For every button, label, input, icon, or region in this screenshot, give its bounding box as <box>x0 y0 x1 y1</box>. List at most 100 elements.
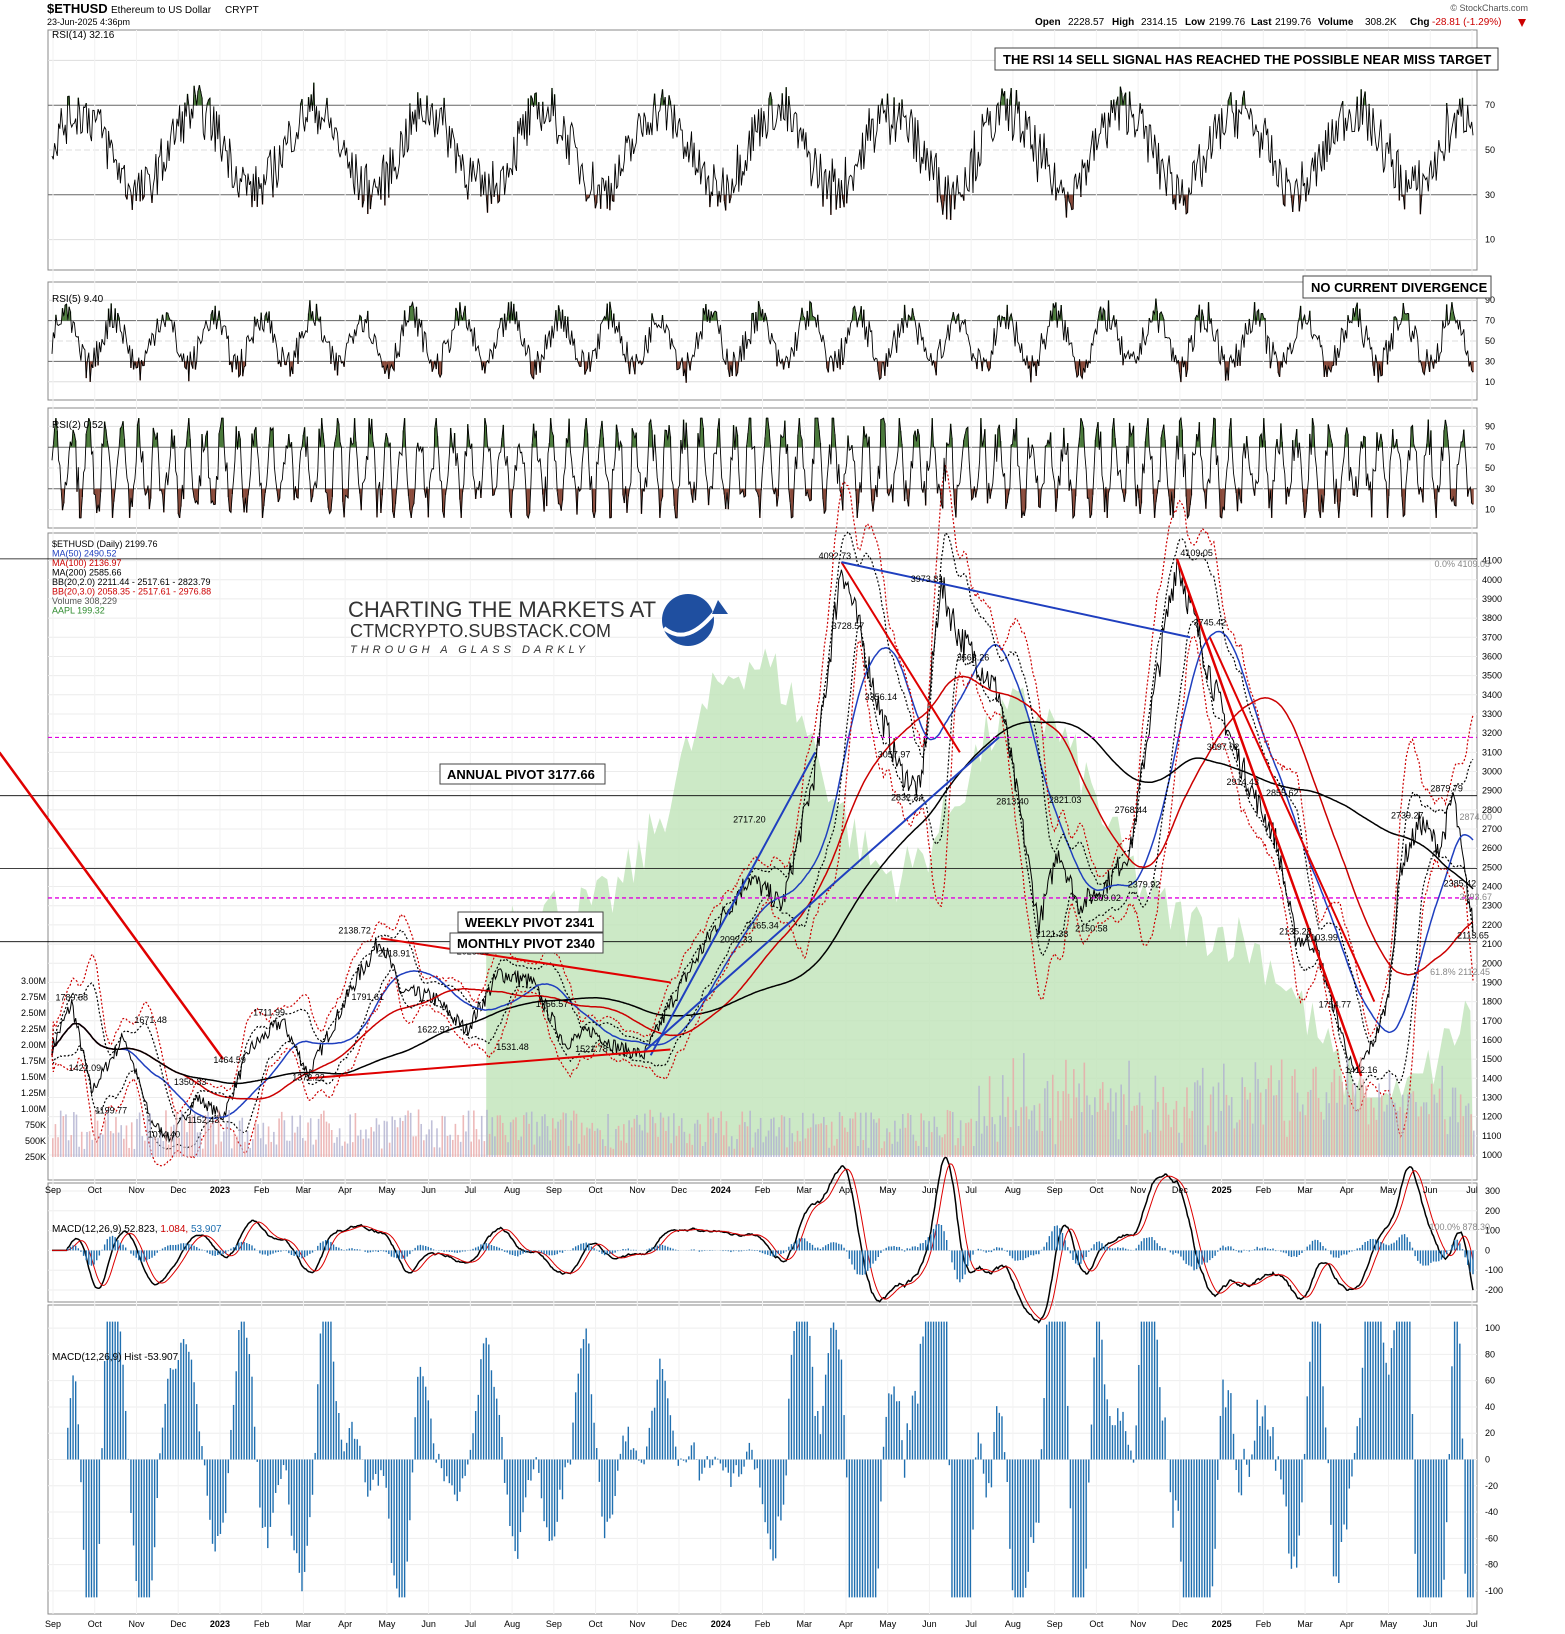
volume-bar <box>254 1121 257 1157</box>
volume-bar <box>230 1148 233 1157</box>
x-axis-label: Dec <box>170 1185 187 1195</box>
volume-bar <box>880 1148 883 1157</box>
volume-bar <box>941 1137 944 1157</box>
volume-bar <box>423 1140 425 1157</box>
volume-bar <box>196 1132 199 1157</box>
volume-bar <box>1399 1106 1401 1157</box>
volume-bar <box>1441 1065 1444 1157</box>
volume-bar <box>1112 1111 1115 1157</box>
price-tick-label: 2700 <box>1482 824 1502 834</box>
volume-bar <box>915 1140 917 1157</box>
volume-bar <box>1238 1119 1241 1157</box>
volume-bar <box>675 1135 678 1157</box>
volume-bar <box>204 1115 207 1157</box>
x-axis-label: Mar <box>296 1185 312 1195</box>
bb3-band <box>51 462 1474 1114</box>
volume-bar <box>1370 1098 1372 1157</box>
volume-bar <box>1099 1088 1101 1157</box>
right-label-2: 2493.67 <box>1459 892 1492 902</box>
volume-bar <box>1462 1116 1465 1157</box>
x-axis-label: 2023 <box>210 1619 230 1629</box>
volume-bar <box>1454 1087 1457 1157</box>
volume-bar <box>380 1148 383 1157</box>
pivot-point-label: 1412.16 <box>1345 1065 1378 1075</box>
volume-bar <box>417 1109 420 1157</box>
volume-bar <box>891 1143 894 1157</box>
volume-bar <box>1283 1120 1286 1157</box>
price-tick-label: 1000 <box>1482 1150 1502 1160</box>
watermark: © StockCharts.com <box>1450 3 1528 13</box>
volume-bar <box>575 1113 578 1157</box>
fib-top: 0.0% 4109.05 <box>1434 559 1490 569</box>
x-axis-label: Jun <box>1423 1185 1438 1195</box>
volume-bar <box>96 1120 99 1157</box>
trendline <box>1208 636 1376 1003</box>
svg-text:Low: Low <box>1185 17 1205 28</box>
volume-bar <box>462 1115 465 1157</box>
volume-bar <box>767 1130 770 1157</box>
volume-bar <box>733 1148 736 1157</box>
svg-text:THROUGH A GLASS DARKLY: THROUGH A GLASS DARKLY <box>350 644 589 656</box>
volume-bar <box>875 1122 878 1157</box>
volume-bar <box>351 1142 354 1157</box>
volume-bar <box>1367 1124 1370 1157</box>
volume-bar <box>59 1110 62 1157</box>
volume-bar <box>1128 1060 1130 1157</box>
volume-bar <box>159 1132 162 1157</box>
volume-bar <box>1425 1102 1428 1157</box>
volume-tick-label: 2.75M <box>21 992 46 1002</box>
x-axis-label: Mar <box>296 1619 312 1629</box>
rsi14-tick-label: 50 <box>1485 145 1495 155</box>
volume-tick-label: 2.25M <box>21 1024 46 1034</box>
volume-bar <box>433 1147 436 1157</box>
volume-bar <box>699 1124 701 1157</box>
volume-bar <box>336 1137 338 1157</box>
x-axis-label: May <box>1380 1185 1398 1195</box>
x-axis-label: Jul <box>465 1619 477 1629</box>
volume-bar <box>1012 1058 1015 1157</box>
volume-bar <box>1251 1123 1254 1157</box>
pivot-point-label: 2113.65 <box>1457 930 1489 940</box>
volume-bar <box>1359 1056 1362 1157</box>
volume-bar <box>525 1112 528 1157</box>
macd-label: MACD(12,26,9) 52.823, 1.084, 53.907 <box>52 1224 222 1235</box>
x-axis-label: 2023 <box>210 1185 230 1195</box>
pivot-point-label: 2092.33 <box>720 935 753 945</box>
volume-bar <box>1080 1112 1083 1157</box>
volume-bar <box>457 1134 459 1157</box>
volume-bar <box>723 1135 725 1157</box>
volume-bar <box>1138 1092 1141 1157</box>
volume-bar <box>670 1143 672 1157</box>
volume-bar <box>999 1115 1001 1157</box>
volume-tick-label: 1.75M <box>21 1056 46 1066</box>
pivot-point-label: 2879.79 <box>1430 784 1463 794</box>
volume-bar <box>483 1141 486 1157</box>
volume-bar <box>178 1137 180 1157</box>
pivot-point-label: 3563.26 <box>957 653 990 663</box>
volume-bar <box>849 1118 851 1157</box>
volume-bar <box>594 1130 596 1157</box>
volume-bar <box>296 1126 299 1157</box>
volume-bar <box>701 1145 704 1157</box>
volume-bar <box>1296 1092 1299 1157</box>
volume-bar <box>609 1147 612 1157</box>
volume-bar <box>220 1141 223 1157</box>
volume-bar <box>709 1118 712 1157</box>
volume-bar <box>557 1121 559 1157</box>
volume-bar <box>1125 1125 1128 1157</box>
volume-bar <box>1070 1118 1072 1157</box>
svg-text:-28.81 (-1.29%): -28.81 (-1.29%) <box>1432 17 1501 28</box>
pivot-point-label: 1521.78 <box>575 1044 608 1054</box>
x-axis-label: Oct <box>589 1619 604 1629</box>
volume-bar <box>641 1130 644 1157</box>
volume-bar <box>1344 1104 1346 1157</box>
volume-bar <box>1383 1111 1386 1157</box>
volume-bar <box>1062 1091 1065 1157</box>
volume-bar <box>288 1140 291 1157</box>
volume-bar <box>1362 1079 1365 1157</box>
volume-bar <box>996 1141 999 1157</box>
volume-bar <box>1312 1068 1315 1157</box>
volume-bar <box>1133 1105 1136 1157</box>
volume-bar <box>638 1124 641 1157</box>
volume-bar <box>801 1112 804 1157</box>
